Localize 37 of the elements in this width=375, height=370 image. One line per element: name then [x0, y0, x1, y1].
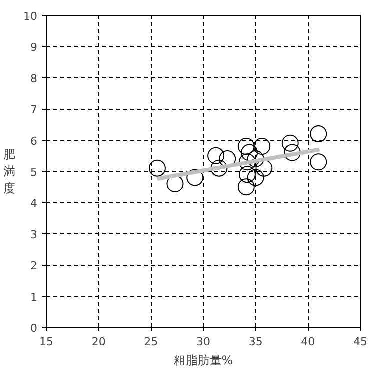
x-tick-label: 45 [354, 336, 368, 348]
point [238, 154, 256, 171]
point [210, 160, 228, 177]
y-tick-label: 0 [30, 322, 38, 335]
y-axis-title: 肥満度 [4, 148, 16, 196]
y-tick-label: 9 [30, 41, 38, 54]
point [284, 144, 301, 162]
point [254, 138, 271, 156]
x-tick-label: 30 [196, 336, 210, 348]
y-tick-label: 6 [30, 134, 38, 148]
y-tick-label: 3 [30, 228, 38, 242]
point [310, 154, 328, 171]
y-tick-label: 8 [30, 72, 38, 86]
point [247, 169, 264, 186]
x-tick-label: 25 [144, 336, 158, 348]
y-tick-label: 4 [30, 197, 38, 210]
point [256, 160, 273, 177]
point [241, 144, 258, 162]
y-tick-label: 7 [30, 104, 38, 117]
x-tick-label: 15 [40, 336, 54, 348]
y-tick-label: 1 [30, 290, 38, 304]
point [238, 178, 255, 196]
point [238, 138, 255, 156]
point [148, 160, 166, 177]
point [282, 134, 299, 152]
y-tick-label: 5 [30, 166, 38, 179]
point [247, 150, 264, 168]
point [238, 166, 256, 184]
point [208, 147, 225, 164]
point [310, 126, 328, 143]
x-tick-label: 40 [301, 336, 316, 348]
point [186, 169, 204, 186]
x-axis-title: 粗脂肪量% [174, 354, 234, 368]
x-tick-label: 35 [248, 336, 263, 348]
x-tick-label: 20 [92, 336, 106, 348]
y-tick-label: 2 [30, 260, 38, 273]
y-tick-label: 10 [24, 10, 38, 23]
